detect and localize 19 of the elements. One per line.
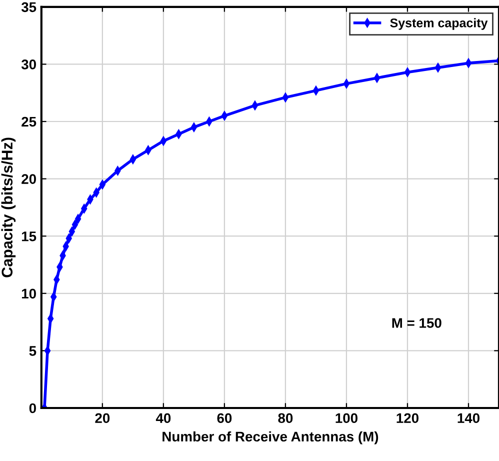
x-tick-label: 140 [458,413,480,424]
y-tick-label: 10 [22,288,36,299]
x-axis-title: Number of Receive Antennas (M) [162,431,378,444]
x-tick-label: 120 [396,413,418,424]
y-tick-label: 20 [22,174,36,184]
y-tick-label: 0 [29,403,36,414]
y-tick-label: 15 [22,232,36,242]
y-tick-label: 25 [22,116,36,127]
x-tick-label: 20 [95,413,110,424]
x-tick-label: 80 [278,413,293,424]
annotation: M = 150 [392,318,442,328]
x-tick-label: 60 [217,413,232,424]
y-tick-label: 5 [29,346,36,356]
legend-label: System capacity [390,18,488,30]
y-tick-label: 30 [21,60,36,70]
x-tick-label: 40 [156,413,171,424]
y-tick-label: 35 [21,2,36,12]
y-axis-title: Capacity (bits/s/Hz) [1,138,16,278]
x-tick-label: 100 [336,413,358,424]
